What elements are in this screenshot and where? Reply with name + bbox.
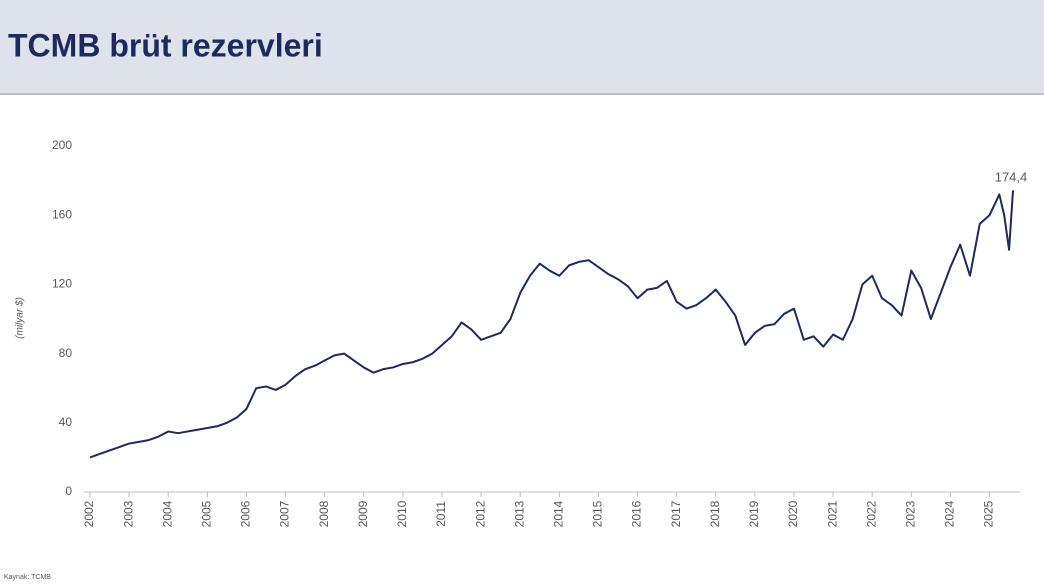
x-tick-label: 2019: [747, 500, 761, 527]
x-tick-label: 2012: [473, 500, 487, 527]
x-tick-label: 2010: [395, 500, 409, 527]
x-tick-label: 2013: [512, 500, 526, 527]
x-tick-label: 2020: [786, 500, 800, 527]
x-tick-label: 2002: [82, 500, 96, 527]
chart-title: TCMB brüt rezervleri: [8, 27, 323, 63]
x-tick-label: 2023: [903, 500, 917, 527]
x-tick-label: 2003: [121, 500, 135, 527]
x-tick-label: 2016: [630, 500, 644, 527]
x-tick-label: 2018: [708, 500, 722, 527]
x-tick-label: 2022: [864, 500, 878, 527]
x-tick-label: 2005: [200, 500, 214, 527]
y-tick-label: 160: [52, 207, 72, 221]
x-tick-label: 2014: [551, 500, 565, 527]
x-tick-label: 2024: [943, 500, 957, 527]
y-tick-label: 120: [52, 277, 72, 291]
header-band: [0, 0, 1044, 94]
y-axis-label: (milyar $): [15, 297, 26, 339]
x-tick-label: 2021: [825, 500, 839, 527]
value-label: 174,4: [995, 170, 1028, 185]
x-tick-label: 2011: [434, 501, 448, 527]
x-tick-label: 2008: [317, 500, 331, 527]
x-tick-label: 2009: [356, 500, 370, 527]
x-tick-label: 2017: [669, 500, 683, 527]
x-tick-label: 2007: [278, 500, 292, 527]
x-tick-label: 2006: [239, 500, 253, 527]
line-series: [89, 190, 1014, 459]
y-tick-label: 80: [59, 346, 73, 360]
source: Kaynak: TCMB: [4, 574, 51, 581]
x-tick-label: 2004: [160, 500, 174, 527]
y-tick-label: 40: [59, 415, 73, 429]
y-tick-label: 200: [52, 138, 72, 152]
x-tick-label: 2025: [982, 500, 996, 527]
y-tick-label: 0: [65, 484, 72, 498]
x-tick-label: 2015: [591, 500, 605, 527]
